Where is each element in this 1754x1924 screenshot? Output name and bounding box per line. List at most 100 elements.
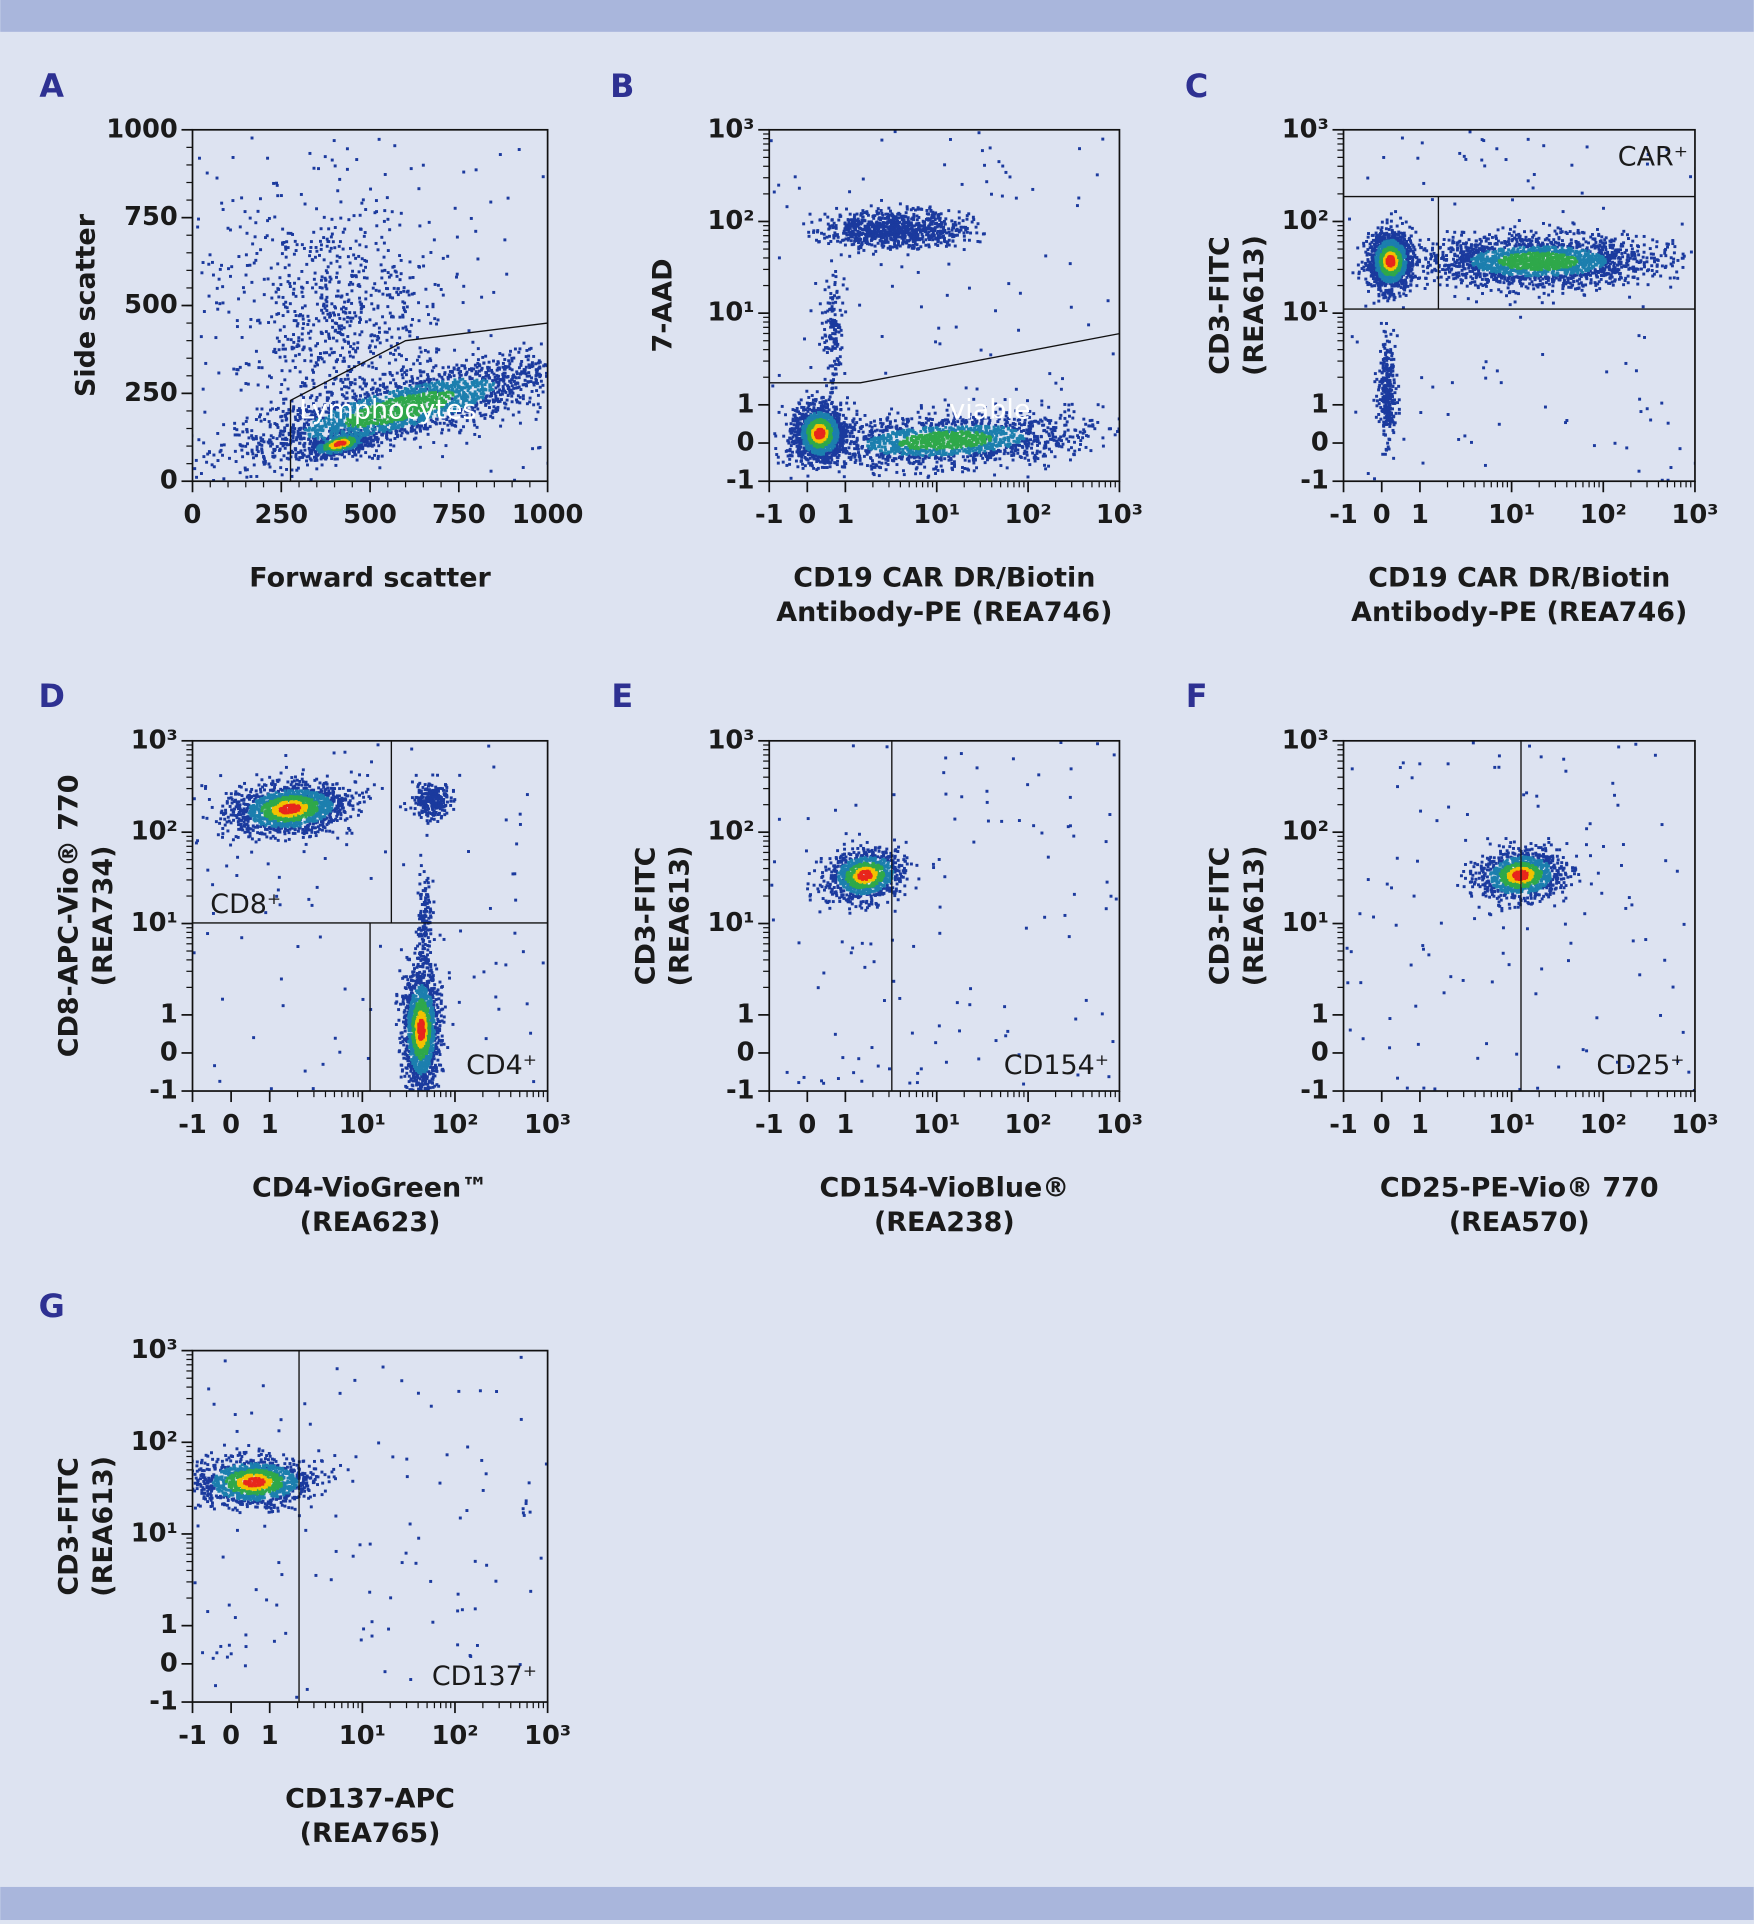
density-dot: [268, 420, 271, 423]
density-dot: [338, 178, 341, 181]
density-dot: [1040, 403, 1043, 406]
density-dot: [843, 475, 846, 478]
density-dot: [534, 362, 537, 365]
density-dot: [400, 434, 403, 437]
density-dot: [281, 243, 284, 246]
density-dot: [333, 139, 336, 142]
density-dot: [1079, 431, 1082, 434]
density-dot: [375, 199, 378, 202]
density-dot: [928, 412, 931, 415]
density-dot: [286, 338, 289, 341]
density-dot: [352, 253, 355, 256]
density-dot: [470, 369, 473, 372]
density-dot: [1012, 459, 1015, 462]
density-dot: [386, 294, 389, 297]
density-dot: [239, 225, 242, 228]
density-dot: [524, 379, 527, 382]
density-dot: [1048, 372, 1051, 375]
density-dot: [797, 425, 800, 428]
density-dot: [379, 341, 382, 344]
density-dot: [354, 315, 357, 318]
density-dot: [473, 433, 476, 436]
density-dot: [488, 361, 491, 364]
density-dot: [351, 389, 354, 392]
density-dot: [493, 373, 496, 376]
density-dot: [975, 231, 978, 234]
density-dot: [378, 331, 381, 334]
density-dot: [245, 420, 248, 423]
density-dot: [341, 430, 344, 433]
density-dot: [255, 437, 258, 440]
density-dot: [392, 378, 395, 381]
density-dot: [477, 388, 480, 391]
density-dot: [435, 323, 438, 326]
density-dot: [844, 310, 847, 313]
density-dot: [283, 355, 286, 358]
density-dot: [246, 232, 249, 235]
density-dot: [503, 358, 506, 361]
density-dot: [289, 369, 292, 372]
density-dot: [283, 378, 286, 381]
density-dot: [317, 167, 320, 170]
density-dot: [853, 402, 856, 405]
density-dot: [948, 239, 951, 242]
density-dot: [203, 411, 206, 414]
density-dot: [302, 437, 305, 440]
density-dot: [842, 414, 845, 417]
density-dot: [279, 391, 282, 394]
density-dot: [841, 445, 844, 448]
density-dot: [389, 449, 392, 452]
density-dot: [462, 301, 465, 304]
density-dot: [809, 213, 812, 216]
density-dot: [286, 306, 289, 309]
density-dot: [216, 177, 219, 180]
density-dot: [402, 327, 405, 330]
density-dot: [339, 354, 342, 357]
density-dot: [499, 153, 502, 156]
density-dot: [238, 434, 241, 437]
density-dot: [523, 342, 526, 345]
density-dot: [478, 374, 481, 377]
density-dot: [845, 237, 848, 240]
density-dot: [250, 429, 253, 432]
density-dot: [362, 198, 365, 201]
density-dot: [208, 451, 211, 454]
density-dot: [300, 193, 303, 196]
y-tick-label: 0: [160, 466, 178, 496]
density-dot: [480, 392, 483, 395]
density-dot: [447, 366, 450, 369]
density-dot: [478, 435, 481, 438]
density-dot: [251, 242, 254, 245]
density-dot: [256, 408, 259, 411]
density-dot: [976, 240, 979, 243]
density-dot: [415, 431, 418, 434]
density-dot: [794, 175, 797, 178]
density-dot: [291, 410, 294, 413]
density-dot: [517, 394, 520, 397]
density-dot: [346, 320, 349, 323]
density-dot: [349, 345, 352, 348]
density-dot: [474, 230, 477, 233]
density-dot: [324, 340, 327, 343]
density-dot: [306, 281, 309, 284]
density-dot: [834, 408, 837, 411]
density-dot: [804, 456, 807, 459]
density-dot: [823, 328, 826, 331]
density-dot: [359, 455, 362, 458]
density-dot: [252, 456, 255, 459]
density-dot: [1067, 429, 1070, 432]
density-dot: [255, 454, 258, 457]
density-dot: [1027, 475, 1030, 478]
density-dot: [1070, 446, 1073, 449]
density-dot: [276, 437, 279, 440]
density-dot: [1087, 424, 1090, 427]
density-dot: [518, 148, 521, 151]
density-dot: [493, 405, 496, 408]
density-dot: [402, 290, 405, 293]
density-dot: [260, 420, 263, 423]
density-dot: [823, 213, 826, 216]
density-dot: [1050, 450, 1053, 453]
density-dot: [235, 460, 238, 463]
density-dot: [482, 399, 485, 402]
density-dot: [243, 291, 246, 294]
